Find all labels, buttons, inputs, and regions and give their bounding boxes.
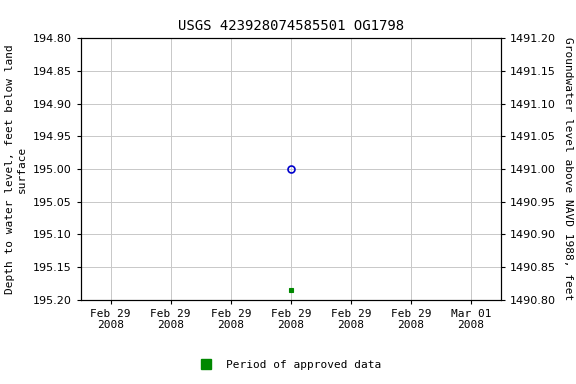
Title: USGS 423928074585501 OG1798: USGS 423928074585501 OG1798: [178, 19, 404, 33]
Y-axis label: Groundwater level above NAVD 1988, feet: Groundwater level above NAVD 1988, feet: [563, 37, 573, 301]
Legend: Period of approved data: Period of approved data: [191, 356, 385, 375]
Y-axis label: Depth to water level, feet below land
surface: Depth to water level, feet below land su…: [5, 44, 27, 294]
